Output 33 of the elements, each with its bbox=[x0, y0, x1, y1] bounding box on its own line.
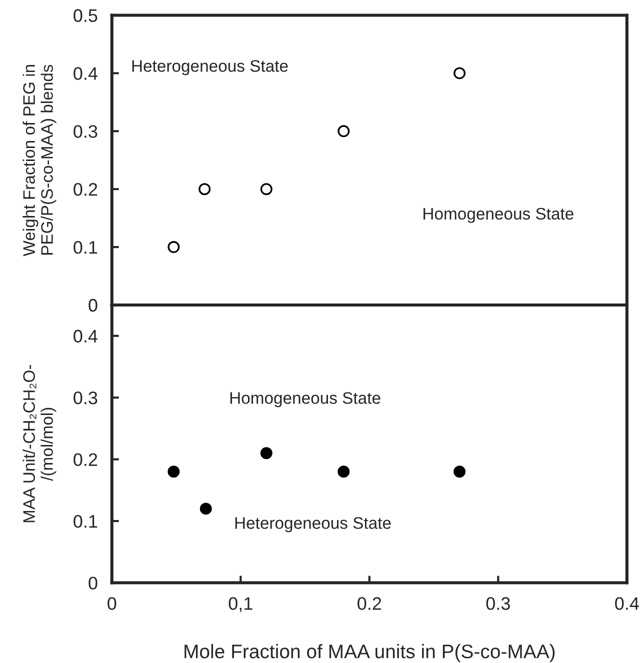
point bbox=[260, 183, 272, 196]
y-tick-label: 0.2 bbox=[74, 453, 98, 466]
y-tick-label: 0 bbox=[88, 576, 98, 590]
annotation: Homogeneous State bbox=[230, 392, 380, 408]
y-tick-label: 0.3 bbox=[74, 392, 98, 404]
x-tick-label: 0.3 bbox=[486, 597, 510, 610]
x-tick-label: 0.4 bbox=[615, 597, 639, 610]
annotation: Heterogeneous State bbox=[132, 60, 288, 76]
y-tick-label: 0.4 bbox=[74, 330, 98, 343]
x-axis-title: Mole Fraction of MAA units in P(S-co-MAA) bbox=[184, 644, 555, 662]
annotation: Heterogeneous State bbox=[235, 517, 391, 532]
y-tick-label: 0.3 bbox=[74, 125, 98, 138]
y-axis-title: Weight Fraction of PEG in PEG/P(S-co-MAA) blends bbox=[22, 64, 56, 256]
point bbox=[338, 125, 350, 138]
annotation: Homogeneous State bbox=[424, 208, 574, 223]
point bbox=[168, 466, 180, 478]
y-tick-label: 0.1 bbox=[74, 514, 98, 528]
point bbox=[260, 447, 272, 460]
y-tick-label: 0 bbox=[88, 298, 98, 312]
point bbox=[338, 466, 350, 478]
point bbox=[200, 502, 212, 515]
y-tick-label: 0.5 bbox=[74, 9, 98, 22]
x-tick-label: 0,1 bbox=[228, 597, 252, 612]
point bbox=[454, 466, 466, 478]
x-tick-label: 0.2 bbox=[358, 597, 382, 610]
y-tick-label: 0.4 bbox=[74, 67, 98, 80]
x-tick-label: 0 bbox=[108, 597, 116, 610]
point bbox=[198, 183, 211, 196]
y-axis-title: MAA Unit/-CH₂CH₂O- /(mol/mol) bbox=[22, 364, 56, 522]
point bbox=[168, 241, 180, 254]
y-tick-label: 0.2 bbox=[74, 183, 98, 196]
y-tick-label: 0.1 bbox=[74, 240, 98, 254]
point bbox=[454, 67, 466, 80]
